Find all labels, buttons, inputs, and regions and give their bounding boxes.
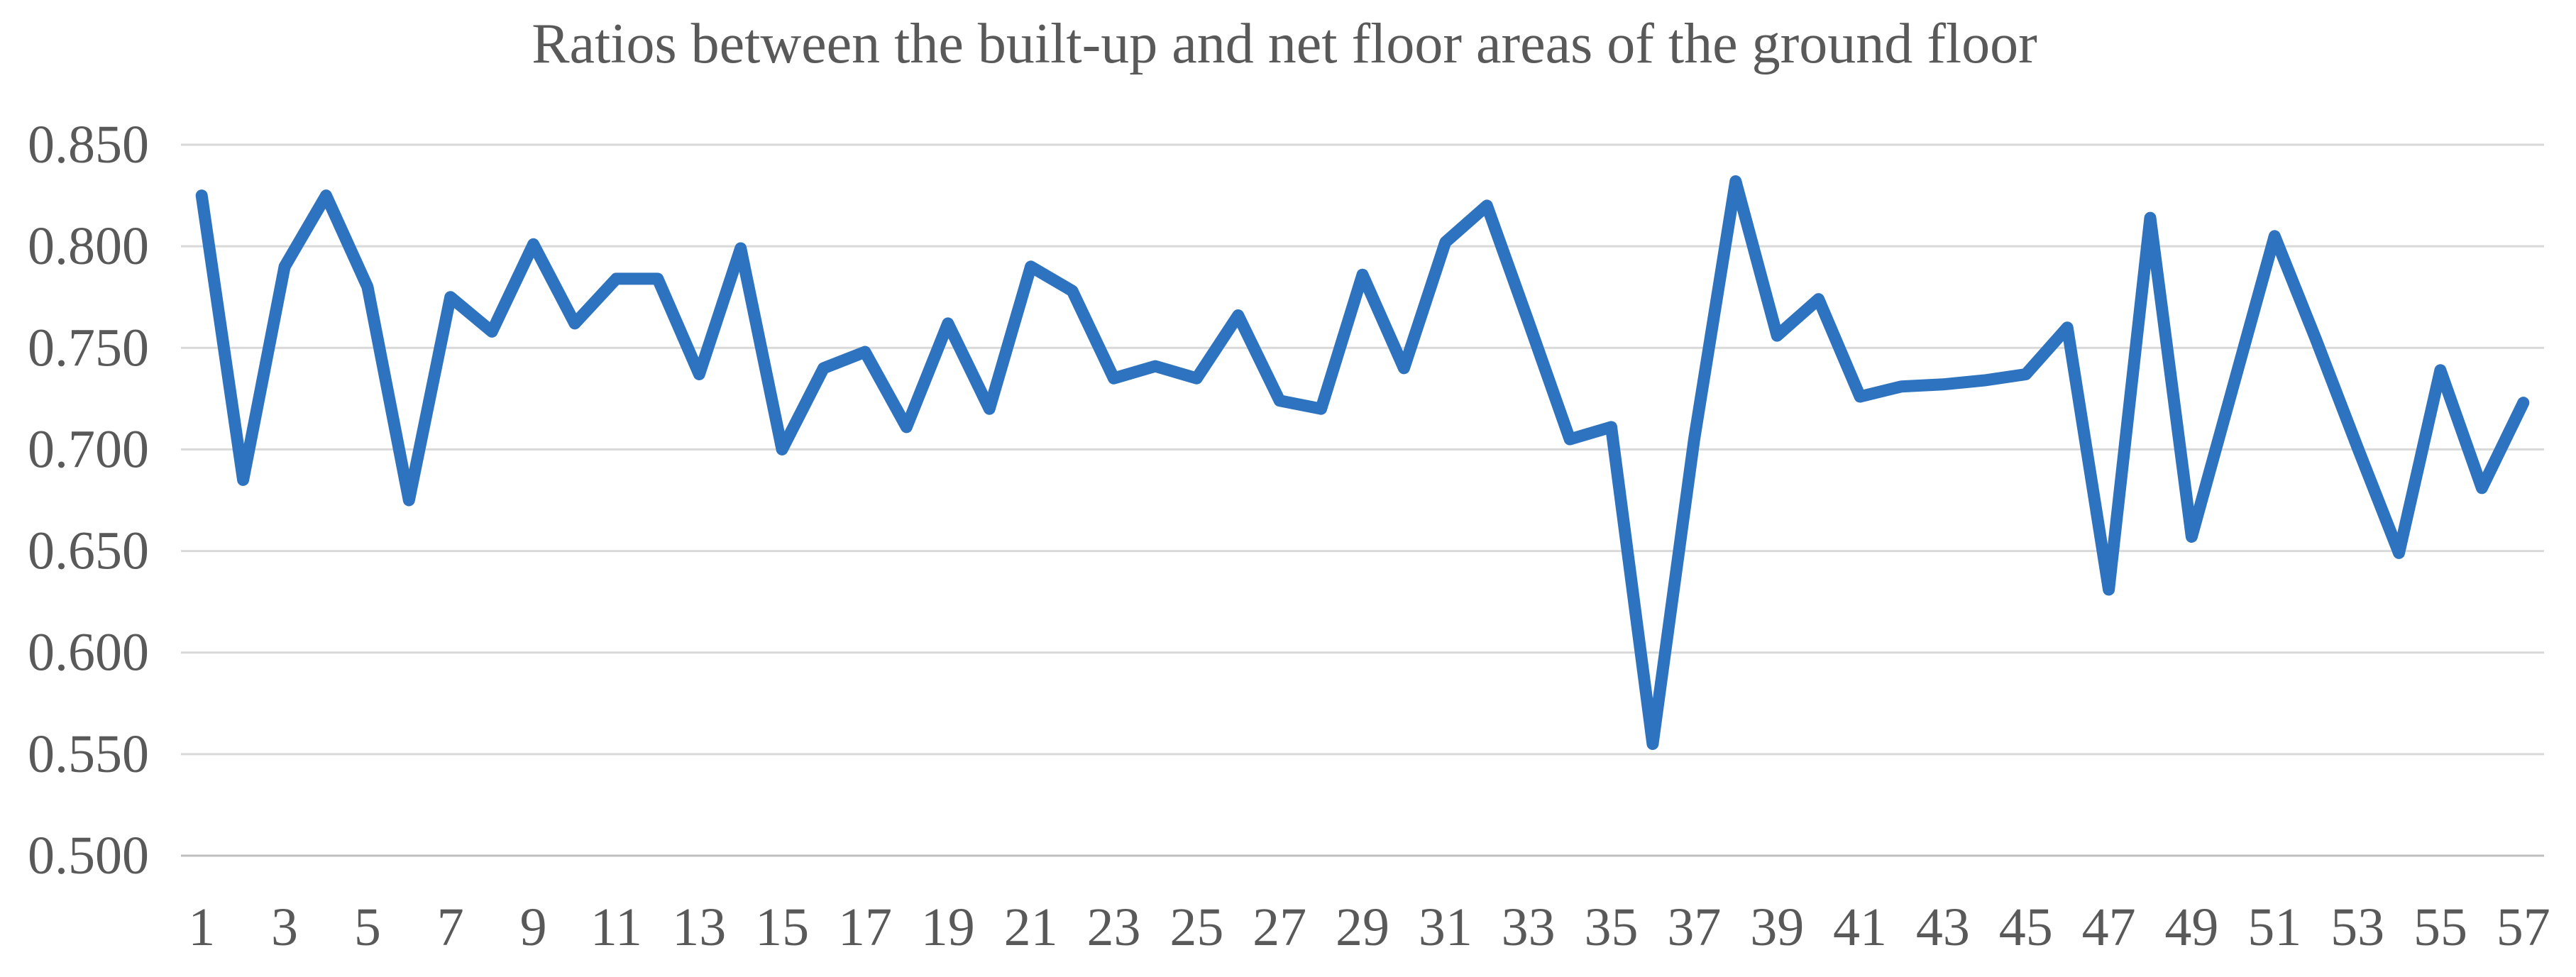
x-axis-tick-label: 33 bbox=[1502, 898, 1556, 957]
y-axis-labels-group: 0.850 0.800 0.750 0.700 0.650 0.600 0.550 0.500 bbox=[28, 115, 149, 885]
x-axis-tick-label: 19 bbox=[921, 898, 975, 957]
x-axis-tick-label: 41 bbox=[1833, 898, 1887, 957]
x-axis-tick-label: 45 bbox=[1999, 898, 2053, 957]
series-line-ratios bbox=[195, 175, 2530, 750]
x-axis-tick-label: 17 bbox=[838, 898, 892, 957]
x-axis-tick-label: 23 bbox=[1086, 898, 1140, 957]
chart-title: Ratios between the built-up and net floo… bbox=[532, 13, 2037, 75]
y-axis-tick-label: 0.750 bbox=[28, 318, 149, 377]
x-axis-labels-group: 1 3 5 7 9 11 13 15 17 19 21 23 25 27 29 31 33 35 37 39 41 43 4… bbox=[188, 898, 2550, 957]
y-axis-tick-label: 0.550 bbox=[28, 724, 149, 784]
x-axis-tick-label: 39 bbox=[1750, 898, 1804, 957]
y-axis-tick-label: 0.700 bbox=[28, 419, 149, 479]
gridlines-group bbox=[181, 143, 2544, 857]
y-axis-tick-label: 0.650 bbox=[28, 521, 149, 581]
x-axis-tick-label: 9 bbox=[520, 898, 547, 957]
x-axis-tick-label: 47 bbox=[2082, 898, 2136, 957]
x-axis-tick-label: 55 bbox=[2413, 898, 2467, 957]
x-axis-tick-label: 7 bbox=[437, 898, 464, 957]
y-axis-tick-label: 0.850 bbox=[28, 115, 149, 175]
x-axis-tick-label: 29 bbox=[1336, 898, 1389, 957]
x-axis-tick-label: 11 bbox=[590, 898, 642, 957]
y-axis-tick-label: 0.500 bbox=[28, 826, 149, 885]
x-axis-tick-label: 31 bbox=[1419, 898, 1473, 957]
x-axis-tick-label: 3 bbox=[271, 898, 298, 957]
x-axis-tick-label: 49 bbox=[2164, 898, 2218, 957]
x-axis-tick-label: 57 bbox=[2497, 898, 2550, 957]
x-axis-tick-label: 37 bbox=[1667, 898, 1721, 957]
x-axis-tick-label: 5 bbox=[354, 898, 381, 957]
x-axis-tick-label: 15 bbox=[755, 898, 809, 957]
x-axis-tick-label: 21 bbox=[1004, 898, 1058, 957]
y-axis-tick-label: 0.800 bbox=[28, 216, 149, 276]
x-axis-tick-label: 53 bbox=[2330, 898, 2384, 957]
x-axis-tick-label: 27 bbox=[1253, 898, 1306, 957]
y-axis-tick-label: 0.600 bbox=[28, 623, 149, 683]
x-axis-tick-label: 1 bbox=[188, 898, 215, 957]
x-axis-tick-label: 51 bbox=[2247, 898, 2301, 957]
x-axis-tick-label: 13 bbox=[672, 898, 726, 957]
data-series-group bbox=[195, 175, 2530, 750]
x-axis-tick-label: 25 bbox=[1169, 898, 1223, 957]
x-axis-tick-label: 43 bbox=[1916, 898, 1970, 957]
x-axis-tick-label: 35 bbox=[1585, 898, 1639, 957]
